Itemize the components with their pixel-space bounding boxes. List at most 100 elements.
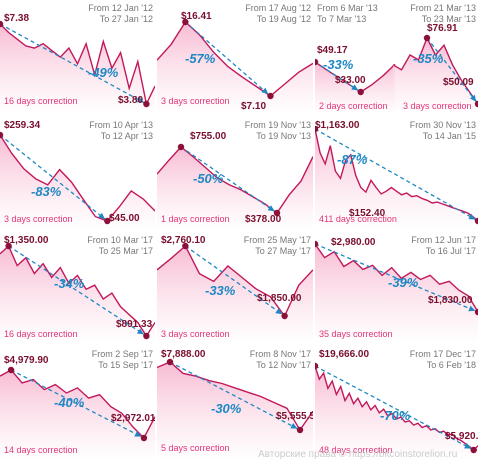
drop-arrow <box>315 128 478 222</box>
high-point-dot <box>0 131 4 139</box>
price-line <box>0 244 155 338</box>
to-date-label: To 7 Mar '13 <box>317 14 367 24</box>
price-area <box>0 24 155 115</box>
chart-canvas <box>315 362 478 461</box>
low-price-label: $1,850.00 <box>257 293 302 304</box>
from-date-label: From 8 Nov '17 <box>249 349 311 359</box>
drop-arrow-head <box>351 84 359 91</box>
drop-percent-label: -49% <box>88 65 119 80</box>
low-price-label: $7.10 <box>241 101 267 112</box>
low-price-label: $5,555.55 <box>276 411 313 422</box>
drop-percent-label: -33% <box>205 283 236 298</box>
high-point-dot <box>315 240 319 248</box>
high-price-label: $16.41 <box>181 11 212 22</box>
chart-canvas <box>315 240 478 344</box>
drop-arrow-head <box>468 305 476 312</box>
chart-panel: $2,980.00 $1,830.00 -39% From 12 Jun '17 To … <box>315 232 478 344</box>
to-date-label: To 19 Aug '12 <box>256 14 311 24</box>
drop-arrow-head <box>261 87 269 95</box>
chart-panel: $2,760.10 $1,850.00 -33% From 25 May '17 To … <box>157 232 313 344</box>
high-price-label: $1,350.00 <box>4 235 49 246</box>
chart-canvas <box>0 131 155 230</box>
low-price-label: $45.00 <box>109 213 140 224</box>
high-point-dot <box>182 18 189 26</box>
high-point-dot <box>423 34 431 42</box>
price-line <box>157 361 313 432</box>
drop-arrow-head <box>136 328 144 335</box>
chart-panel: $49.17 $33.00 -33% From 6 Mar '13 To 7 Mar '… <box>315 0 478 115</box>
high-price-label: $2,980.00 <box>331 237 376 248</box>
low-price-label: $152.40 <box>349 208 386 219</box>
to-date-label: To 16 Jul '17 <box>425 246 476 256</box>
price-area <box>0 135 155 230</box>
price-area <box>157 362 313 461</box>
low-point-dot <box>474 308 478 316</box>
low-price-label: $50.09 <box>443 77 474 88</box>
high-price-label: $2,760.10 <box>161 235 206 246</box>
from-date-label: From 2 Sep '17 <box>91 349 153 359</box>
low-point-dot <box>143 332 150 340</box>
drop-arrow <box>184 21 271 97</box>
to-date-label: To 27 Jan '12 <box>99 14 153 24</box>
chart-canvas <box>157 18 313 115</box>
from-date-label: From 17 Aug '12 <box>245 3 311 13</box>
drop-arrow <box>180 146 278 214</box>
from-date-label: From 6 Mar '13 <box>317 3 378 13</box>
chart-panel: $19,666.00 $5,920.00 -70% From 17 Dec '17To… <box>315 346 478 461</box>
high-price-label: $755.00 <box>190 131 227 142</box>
drop-percent-label: -39% <box>388 275 419 290</box>
price-line <box>315 243 478 313</box>
chart-canvas <box>315 34 478 115</box>
correction-duration-label: 3 days correction <box>161 329 230 339</box>
price-line <box>0 23 155 107</box>
drop-arrow-head <box>468 213 476 220</box>
drop-percent-label: -57% <box>185 51 216 66</box>
high-price-label: $7.38 <box>4 13 30 24</box>
drop-percent-label: -30% <box>211 401 242 416</box>
high-price-label: $1,163.00 <box>315 120 360 131</box>
chart-panel: $4,979.90 $2,972.01 -40% From 2 Sep '17 To 1… <box>0 346 155 461</box>
correction-duration-label: 16 days correction <box>4 96 78 106</box>
chart-canvas <box>157 143 313 230</box>
chart-canvas <box>315 125 478 230</box>
chart-panel: $1,350.00 $891.33 -34% From 10 Mar '17 To 25… <box>0 232 155 344</box>
low-point-dot <box>474 217 478 225</box>
drop-arrow-head <box>469 94 477 102</box>
drop-percent-label: -50% <box>193 171 224 186</box>
to-date-label: To 14 Jan '15 <box>422 131 476 141</box>
to-date-label: To 12 Apr '13 <box>100 131 153 141</box>
drop-percent-label: -83% <box>31 184 62 199</box>
price-area <box>393 38 478 115</box>
price-area <box>0 370 155 461</box>
to-date-label: To 12 Nov '17 <box>256 360 311 370</box>
low-price-label: $891.33 <box>116 319 153 330</box>
high-price-label: $19,666.00 <box>319 349 370 360</box>
correction-duration-label: 14 days correction <box>4 445 78 455</box>
chart-canvas <box>0 20 155 115</box>
chart-canvas <box>157 242 313 344</box>
drop-percent-label: -40% <box>54 395 85 410</box>
low-point-dot <box>474 100 478 108</box>
high-price-label: $76.91 <box>427 23 458 34</box>
from-date-label: From 25 May '17 <box>243 235 311 245</box>
watermark-text: Авторские права © https://bitcoinstoreli… <box>258 449 458 460</box>
high-price-label: $4,979.90 <box>4 355 49 366</box>
low-price-label: $33.00 <box>335 75 366 86</box>
drop-arrow <box>315 243 478 313</box>
price-area <box>157 147 313 230</box>
low-point-dot <box>281 312 288 320</box>
chart-panel: $755.00 $378.00 -50% From 19 Nov '13 To 19 N… <box>157 117 313 230</box>
from-date-label: From 12 Jan '12 <box>88 3 153 13</box>
low-point-dot <box>470 446 477 454</box>
high-point-dot <box>315 125 319 133</box>
drop-arrow <box>315 365 475 451</box>
correction-duration-label: 48 days correction <box>319 445 393 455</box>
to-date-label: To 6 Feb '18 <box>426 360 476 370</box>
price-line <box>0 134 155 222</box>
high-point-dot <box>315 362 319 370</box>
low-point-dot <box>267 92 274 100</box>
correction-duration-label: 35 days correction <box>319 329 393 339</box>
chart-panel: $16.41 $7.10 -57% From 17 Aug '12 To 19 Aug … <box>157 0 313 115</box>
high-point-dot <box>177 143 185 151</box>
